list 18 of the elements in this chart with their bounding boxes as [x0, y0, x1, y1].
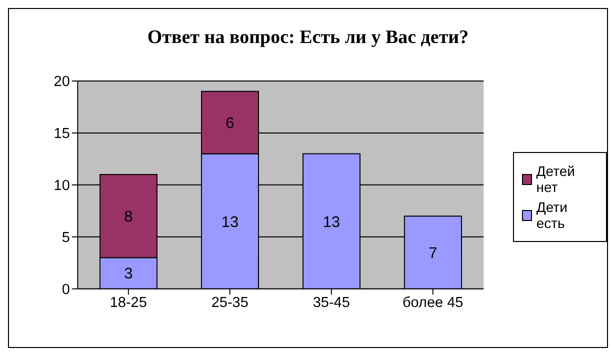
chart-title: Ответ на вопрос: Есть ли у Вас дети? [146, 26, 470, 50]
x-tick-label: 35-45 [312, 294, 350, 311]
data-label: 13 [221, 214, 239, 231]
x-tick-label: 25-35 [211, 294, 248, 311]
y-tick-label: 20 [54, 74, 70, 90]
x-tick-label: более 45 [402, 294, 464, 311]
y-tick-label: 5 [62, 230, 70, 246]
legend-label: Дети есть [536, 199, 568, 231]
y-tick-label: 0 [62, 282, 70, 298]
data-label: 13 [322, 214, 340, 231]
data-label: 8 [124, 208, 133, 226]
x-tick-label: 18-25 [110, 294, 147, 311]
data-label: 3 [124, 266, 133, 283]
y-tick-label: 10 [54, 178, 70, 194]
data-label: 6 [226, 115, 234, 132]
data-label: 7 [428, 244, 438, 262]
legend-label: Детей нет [536, 163, 576, 195]
y-tick-label: 15 [54, 126, 70, 142]
